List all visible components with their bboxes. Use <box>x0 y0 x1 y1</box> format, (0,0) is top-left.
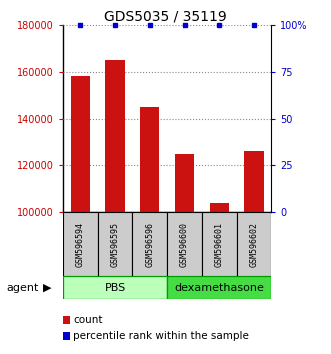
Bar <box>167 212 202 276</box>
Text: dexamethasone: dexamethasone <box>174 282 264 293</box>
Bar <box>63 276 167 299</box>
Text: GSM596602: GSM596602 <box>250 222 259 267</box>
Bar <box>140 107 159 212</box>
Bar <box>237 212 271 276</box>
Bar <box>245 152 263 212</box>
Text: GSM596595: GSM596595 <box>111 222 119 267</box>
Text: agent: agent <box>7 282 39 293</box>
Text: ▶: ▶ <box>43 282 51 293</box>
Text: GDS5035 / 35119: GDS5035 / 35119 <box>104 10 227 24</box>
Bar <box>167 276 271 299</box>
Bar <box>71 76 90 212</box>
Bar <box>175 154 194 212</box>
Text: GSM596600: GSM596600 <box>180 222 189 267</box>
Text: GSM596594: GSM596594 <box>76 222 85 267</box>
Text: percentile rank within the sample: percentile rank within the sample <box>73 331 249 341</box>
Text: GSM596596: GSM596596 <box>145 222 154 267</box>
Text: PBS: PBS <box>104 282 126 293</box>
Bar <box>63 212 98 276</box>
Bar <box>98 212 132 276</box>
Bar <box>210 203 229 212</box>
Text: GSM596601: GSM596601 <box>215 222 224 267</box>
Bar <box>132 212 167 276</box>
Bar <box>202 212 237 276</box>
Text: count: count <box>73 315 103 325</box>
Bar <box>106 60 124 212</box>
